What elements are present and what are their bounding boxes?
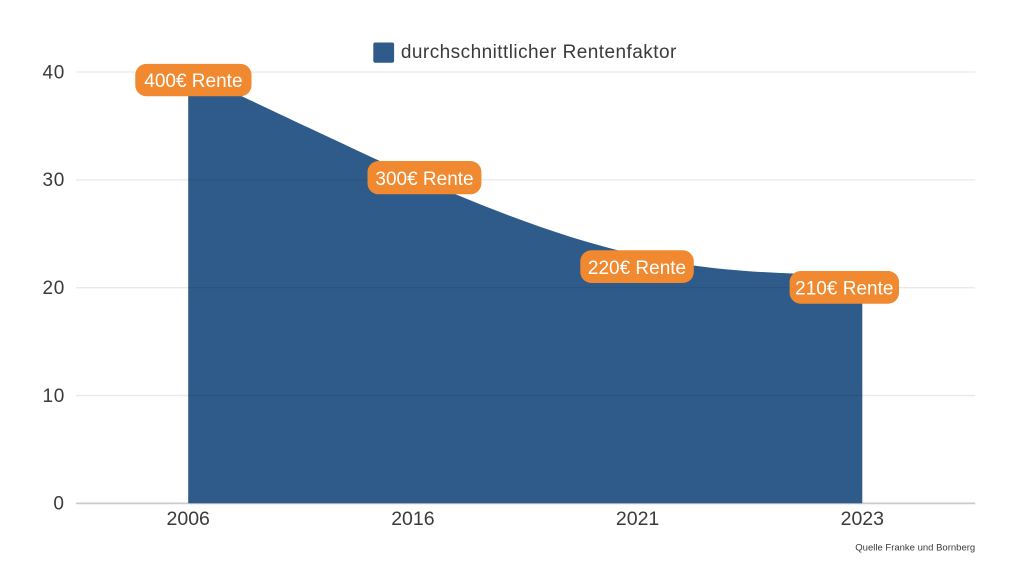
svg-text:30: 30 — [42, 170, 65, 191]
svg-text:2006: 2006 — [167, 508, 210, 530]
svg-text:2021: 2021 — [616, 508, 659, 530]
svg-text:220€ Rente: 220€ Rente — [588, 258, 686, 279]
svg-text:2023: 2023 — [841, 508, 884, 530]
svg-text:2016: 2016 — [391, 508, 434, 530]
svg-text:10: 10 — [42, 386, 65, 407]
svg-text:400€ Rente: 400€ Rente — [144, 71, 242, 92]
svg-text:210€ Rente: 210€ Rente — [795, 279, 893, 300]
svg-text:Quelle Franke und Bornberg: Quelle Franke und Bornberg — [855, 542, 975, 553]
svg-text:300€ Rente: 300€ Rente — [375, 169, 473, 190]
svg-text:20: 20 — [42, 278, 65, 299]
svg-text:durchschnittlicher Rentenfakto: durchschnittlicher Rentenfaktor — [401, 42, 677, 63]
svg-text:0: 0 — [53, 494, 64, 515]
svg-text:40: 40 — [42, 62, 65, 83]
